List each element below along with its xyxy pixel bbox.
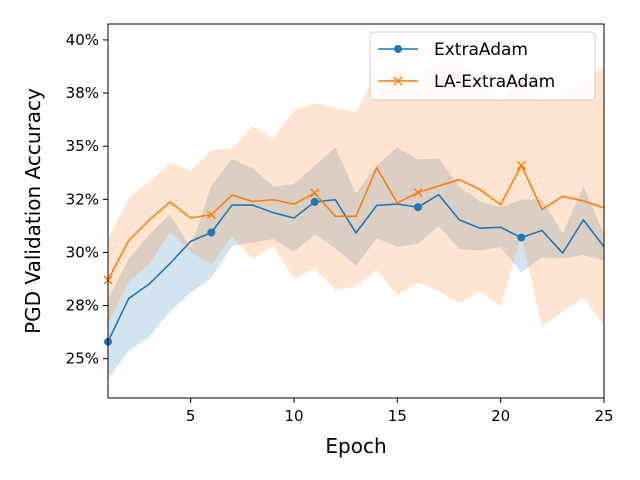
x-tick-label-10: 10 — [284, 407, 303, 425]
marker-la-extraadam-epoch-16 — [413, 187, 423, 198]
y-tick-label-3: 32% — [66, 190, 99, 208]
y-tick-label-2: 30% — [66, 243, 99, 261]
marker-extraadam-epoch-11 — [310, 197, 319, 206]
plot-frame — [107, 23, 605, 399]
legend: ExtraAdam LA-ExtraAdam — [369, 31, 596, 101]
legend-entry-la-extraadam: LA-ExtraAdam — [378, 72, 555, 92]
y-tick-label-1: 28% — [66, 297, 99, 315]
legend-marker-x-icon — [393, 76, 403, 86]
marker-extraadam-epoch-16 — [414, 203, 422, 212]
legend-box — [369, 31, 596, 101]
legend-label-extraadam: ExtraAdam — [434, 40, 528, 60]
y-tick-label-5: 38% — [66, 84, 99, 102]
marker-la-extraadam-epoch-11 — [310, 188, 320, 198]
x-tick-label-5: 5 — [186, 407, 196, 425]
y-tick-label-6: 40% — [66, 31, 99, 49]
x-tick-label-15: 15 — [388, 407, 407, 425]
legend-label-la-extraadam: LA-ExtraAdam — [434, 72, 555, 92]
marker-extraadam-epoch-21 — [517, 233, 526, 242]
x-tick-label-20: 20 — [491, 407, 510, 425]
y-tick-label-0: 25% — [66, 350, 99, 368]
x-axis: 5 10 15 20 25 — [186, 398, 614, 425]
y-tick-label-4: 35% — [66, 137, 99, 155]
y-axis: 25% 28% 30% 32% 35% 38% 40% — [66, 31, 108, 368]
x-tick-label-25: 25 — [594, 407, 613, 425]
marker-extraadam-epoch-6 — [207, 228, 216, 237]
marker-la-extraadam-epoch-6 — [206, 210, 216, 220]
legend-marker-circle-icon — [394, 45, 402, 53]
legend-entry-extraadam: ExtraAdam — [378, 40, 528, 60]
bands-layer — [108, 61, 604, 379]
band-la-extraadam — [108, 61, 604, 327]
y-axis-title: PGD Validation Accuracy — [21, 88, 45, 334]
x-axis-title: Epoch — [325, 434, 386, 458]
marker-la-extraadam-epoch-21 — [516, 160, 526, 170]
